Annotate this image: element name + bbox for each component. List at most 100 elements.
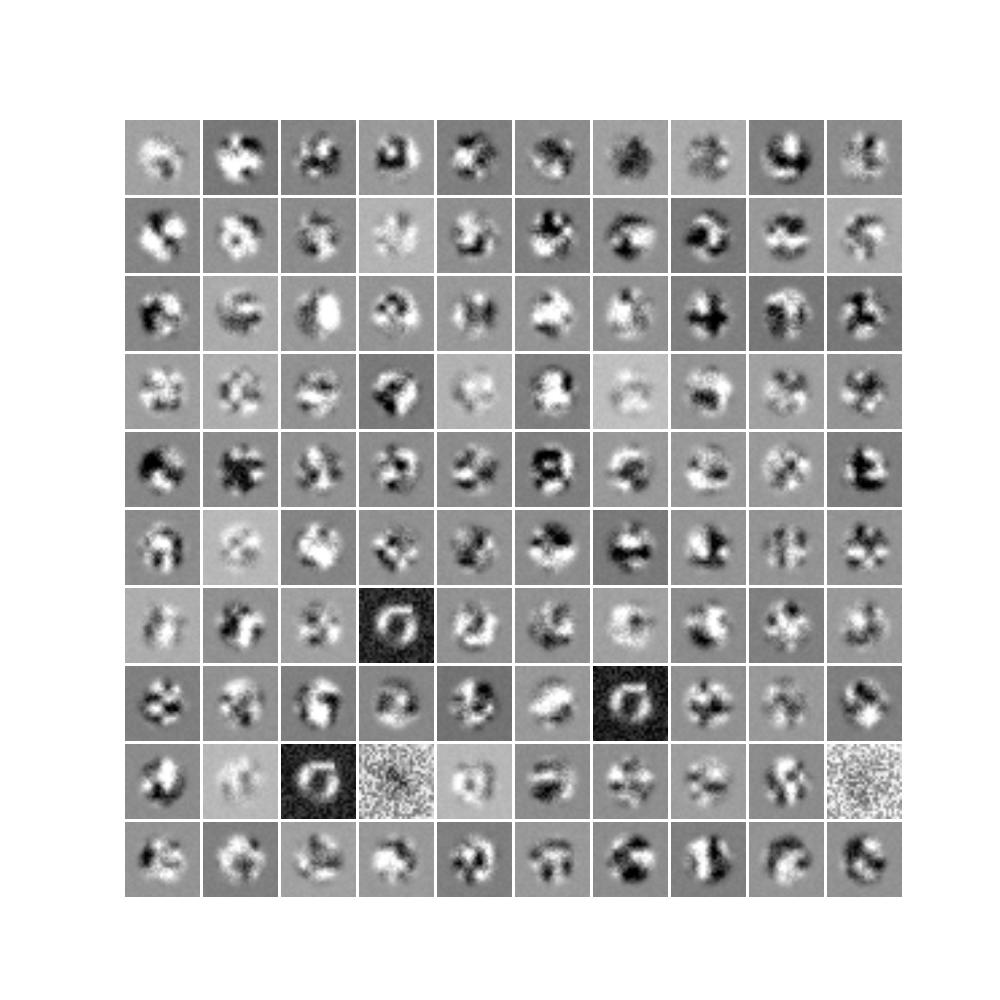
filter-tile <box>593 432 668 507</box>
filter-tile <box>437 354 512 429</box>
filter-tile <box>827 744 902 819</box>
filter-tile <box>281 276 356 351</box>
filter-tile <box>515 822 590 897</box>
filter-tile <box>593 276 668 351</box>
filter-tile <box>515 666 590 741</box>
filter-tile <box>593 120 668 195</box>
filter-tile <box>827 666 902 741</box>
filter-tile <box>437 198 512 273</box>
filter-tile <box>125 198 200 273</box>
filter-tile <box>281 354 356 429</box>
filter-tile <box>281 432 356 507</box>
filter-tile <box>359 744 434 819</box>
filter-tile <box>515 510 590 585</box>
filter-tile <box>593 588 668 663</box>
filter-tile <box>593 510 668 585</box>
filter-tile <box>281 120 356 195</box>
filter-tile <box>359 666 434 741</box>
filter-tile <box>437 120 512 195</box>
filter-tile <box>437 432 512 507</box>
filter-tile <box>125 822 200 897</box>
filter-tile <box>359 198 434 273</box>
filter-tile <box>125 276 200 351</box>
filter-tile <box>203 276 278 351</box>
filter-tile <box>593 198 668 273</box>
filter-tile <box>359 510 434 585</box>
filter-tile <box>593 354 668 429</box>
filter-tile <box>515 744 590 819</box>
filter-tile <box>593 822 668 897</box>
filter-tile <box>437 666 512 741</box>
filter-tile <box>203 120 278 195</box>
filter-tile <box>281 744 356 819</box>
filter-tile <box>125 120 200 195</box>
filter-tile <box>827 588 902 663</box>
filter-tile <box>203 432 278 507</box>
filter-tile <box>359 276 434 351</box>
filter-tile <box>827 198 902 273</box>
filter-tile <box>125 354 200 429</box>
filter-tile <box>749 432 824 507</box>
filter-tile <box>281 198 356 273</box>
filter-tile <box>515 198 590 273</box>
filter-tile <box>827 432 902 507</box>
filter-tile <box>437 276 512 351</box>
filter-tile <box>671 510 746 585</box>
filter-tile <box>125 432 200 507</box>
filter-tile <box>749 588 824 663</box>
filter-tile <box>125 744 200 819</box>
filter-tile <box>359 432 434 507</box>
filter-tile <box>437 588 512 663</box>
filter-tile <box>203 354 278 429</box>
filter-tile <box>203 822 278 897</box>
filter-tile <box>671 120 746 195</box>
filter-tile <box>671 354 746 429</box>
filter-tile <box>437 744 512 819</box>
filter-tile <box>749 822 824 897</box>
filter-tile <box>749 120 824 195</box>
filter-tile <box>827 120 902 195</box>
filter-tile <box>671 432 746 507</box>
filter-tile <box>359 354 434 429</box>
filter-tile <box>593 666 668 741</box>
filter-tile <box>515 276 590 351</box>
filter-tile <box>359 120 434 195</box>
filter-tile <box>827 354 902 429</box>
filter-tile <box>671 744 746 819</box>
filter-tile <box>203 744 278 819</box>
filter-tile <box>125 588 200 663</box>
filter-tile <box>671 666 746 741</box>
filter-tile <box>671 822 746 897</box>
filter-tile <box>827 822 902 897</box>
filter-tile <box>671 198 746 273</box>
filter-tile <box>827 276 902 351</box>
filter-tile <box>125 510 200 585</box>
filter-tile <box>671 588 746 663</box>
filter-tile <box>203 510 278 585</box>
filter-tile <box>125 666 200 741</box>
filter-tile <box>359 588 434 663</box>
filter-tile <box>749 198 824 273</box>
filter-tile <box>281 666 356 741</box>
filter-tile <box>203 588 278 663</box>
filter-tile <box>515 588 590 663</box>
filter-tile <box>749 744 824 819</box>
filter-tile <box>437 510 512 585</box>
filter-tile <box>359 822 434 897</box>
filter-tile <box>281 510 356 585</box>
filter-tile <box>749 276 824 351</box>
filter-tile <box>515 120 590 195</box>
filter-tile <box>281 822 356 897</box>
filter-tile <box>281 588 356 663</box>
filter-tile <box>437 822 512 897</box>
filter-tile <box>593 744 668 819</box>
filter-tile <box>749 510 824 585</box>
filter-tile <box>749 666 824 741</box>
filter-tile <box>203 666 278 741</box>
filter-tile <box>203 198 278 273</box>
filter-tile <box>827 510 902 585</box>
filter-tile <box>515 354 590 429</box>
filter-tile <box>671 276 746 351</box>
filter-tile <box>749 354 824 429</box>
